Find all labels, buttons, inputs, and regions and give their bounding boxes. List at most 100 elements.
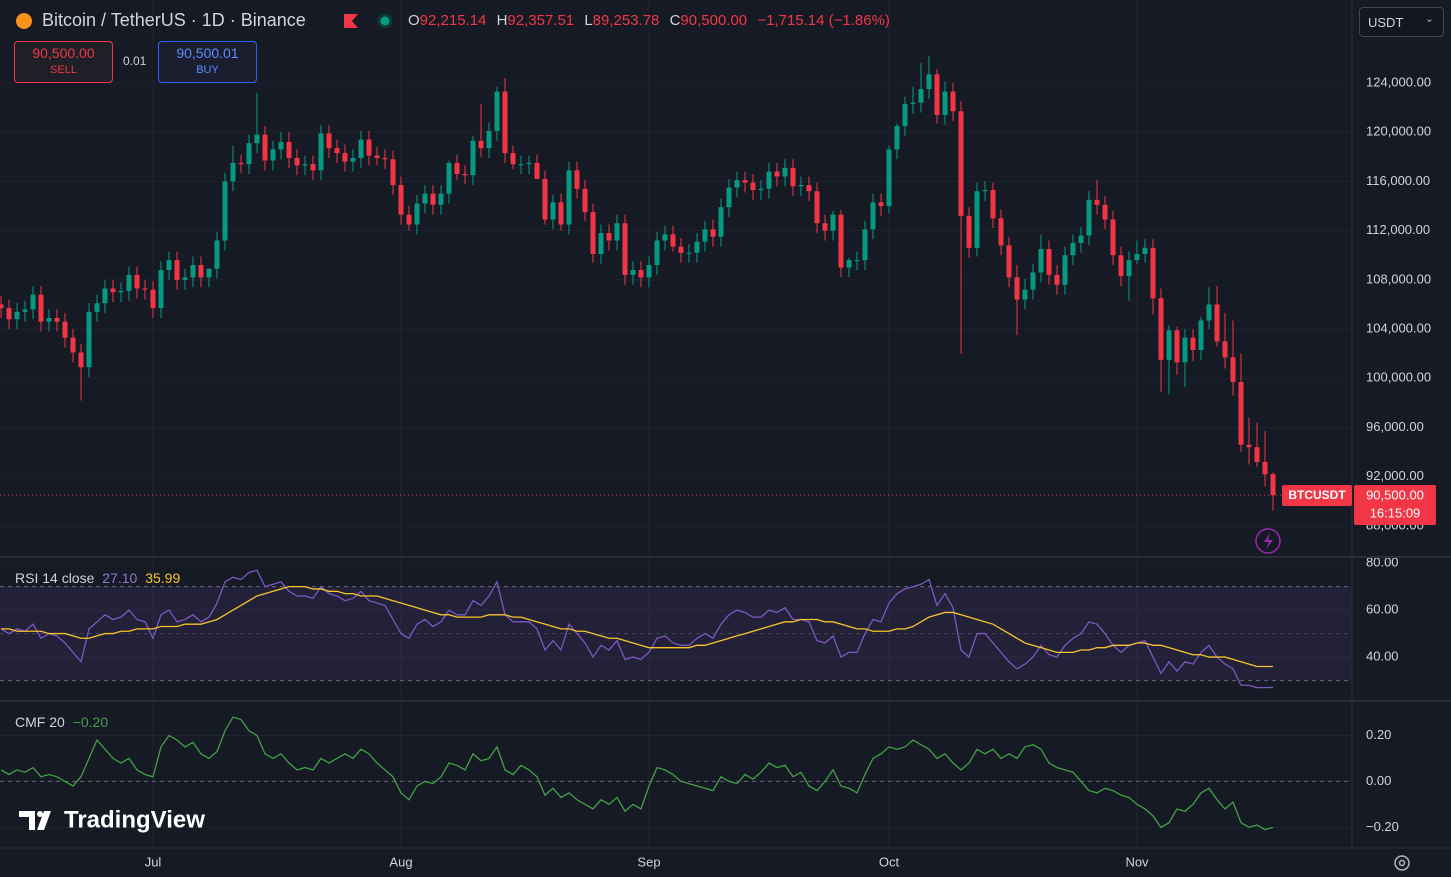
candle-body — [918, 89, 924, 103]
ohlc-key: C — [669, 12, 681, 29]
candle-body — [1198, 320, 1204, 351]
candle-body — [1086, 199, 1092, 236]
x-tick-label: Oct — [879, 854, 900, 869]
y-tick-label: 60.00 — [1366, 602, 1399, 617]
candle-body — [1238, 381, 1244, 445]
candle-body — [438, 193, 444, 205]
candle-body — [174, 260, 180, 280]
candle-body — [1158, 298, 1164, 360]
candle-body — [142, 288, 148, 290]
currency-select[interactable]: USDT ⌄ — [1359, 7, 1444, 37]
candle-body — [598, 233, 604, 255]
candle-body — [502, 91, 508, 154]
candle-body — [294, 158, 300, 166]
candle-body — [1046, 249, 1052, 275]
candle-body — [510, 153, 516, 165]
candle-body — [6, 308, 12, 320]
candle-body — [102, 288, 108, 304]
ohlc-legend: O92,215.14 H92,357.51 L89,253.78 C90,500… — [408, 12, 896, 29]
y-tick-label: 120,000.00 — [1366, 124, 1431, 139]
candle-body — [950, 91, 956, 112]
candle-body — [118, 290, 124, 293]
candle-body — [630, 270, 636, 275]
candle-body — [238, 162, 244, 165]
ohlc-key: H — [496, 12, 508, 29]
candle-body — [646, 265, 652, 278]
candle-body — [902, 103, 908, 127]
y-tick-label: 108,000.00 — [1366, 271, 1431, 286]
candle-body — [982, 190, 988, 192]
candle-body — [1254, 447, 1260, 462]
candle-body — [558, 202, 564, 225]
candle-body — [582, 188, 588, 213]
ohlc-key: L — [584, 12, 593, 29]
candle-body — [1270, 474, 1276, 496]
candle-body — [222, 181, 228, 241]
candle-body — [486, 130, 492, 149]
candle-body — [1142, 247, 1148, 255]
change: −1,715.14 (−1.86%) — [757, 12, 890, 29]
candle-body — [78, 352, 84, 368]
candle-body — [934, 74, 940, 115]
candle-body — [854, 260, 860, 262]
candle-body — [62, 321, 68, 338]
candle-body — [414, 203, 420, 225]
candle-body — [998, 218, 1004, 246]
candle-body — [310, 164, 316, 171]
candle-body — [0, 304, 4, 309]
candle-body — [198, 265, 204, 278]
candle-body — [990, 190, 996, 219]
candle-body — [262, 134, 268, 161]
candle-body — [590, 212, 596, 255]
candle-body — [46, 318, 52, 322]
candle-body — [406, 214, 412, 225]
candle-body — [454, 162, 460, 175]
candle-body — [246, 143, 252, 165]
candle-body — [790, 167, 796, 187]
x-tick-label: Aug — [389, 854, 412, 869]
candle-body — [110, 288, 116, 293]
ohlc-value: 90,500.00 — [680, 12, 748, 29]
candle-body — [230, 162, 236, 182]
indicator-title: RSI 14 close — [15, 570, 95, 586]
y-tick-label: 96,000.00 — [1366, 419, 1424, 434]
buy-button[interactable]: 90,500.01 BUY — [158, 41, 257, 83]
candle-body — [318, 133, 324, 171]
candle-body — [366, 139, 372, 156]
candle-body — [1182, 337, 1188, 363]
line-series — [0, 716, 1274, 831]
candle-body — [574, 170, 580, 189]
y-tick-label: 116,000.00 — [1366, 173, 1430, 188]
legend-value: 27.10 — [102, 570, 138, 586]
chevron: ⌄ — [1424, 13, 1434, 25]
candle-body — [886, 149, 892, 207]
candle-body — [1230, 357, 1236, 382]
candle-body — [814, 191, 820, 224]
candle-body — [390, 159, 396, 186]
candle-body — [94, 303, 100, 312]
candle-body — [254, 134, 260, 144]
candle-body — [14, 311, 20, 320]
x-tick-label: Sep — [637, 854, 660, 869]
candle-body — [1118, 255, 1124, 277]
candle-body — [22, 309, 28, 312]
candle-body — [1070, 242, 1076, 256]
candle-body — [734, 180, 740, 188]
candle-body — [1190, 337, 1196, 351]
candle-body — [1150, 247, 1156, 299]
candle-body — [382, 158, 388, 160]
candle-body — [422, 193, 428, 204]
candle-body — [302, 164, 308, 166]
candle-body — [1062, 255, 1068, 285]
candle-body — [1054, 274, 1060, 285]
sell-label: SELL — [50, 64, 77, 76]
candle-body — [166, 260, 172, 271]
candle-body — [1102, 204, 1108, 220]
candle-body — [1246, 444, 1252, 448]
sell-button[interactable]: 90,500.00 SELL — [14, 41, 113, 83]
symbol-title: Bitcoin / TetherUS · 1D · Binance — [42, 10, 306, 30]
candle-body — [542, 178, 548, 220]
candle-body — [846, 260, 852, 268]
candle-body — [638, 270, 644, 278]
